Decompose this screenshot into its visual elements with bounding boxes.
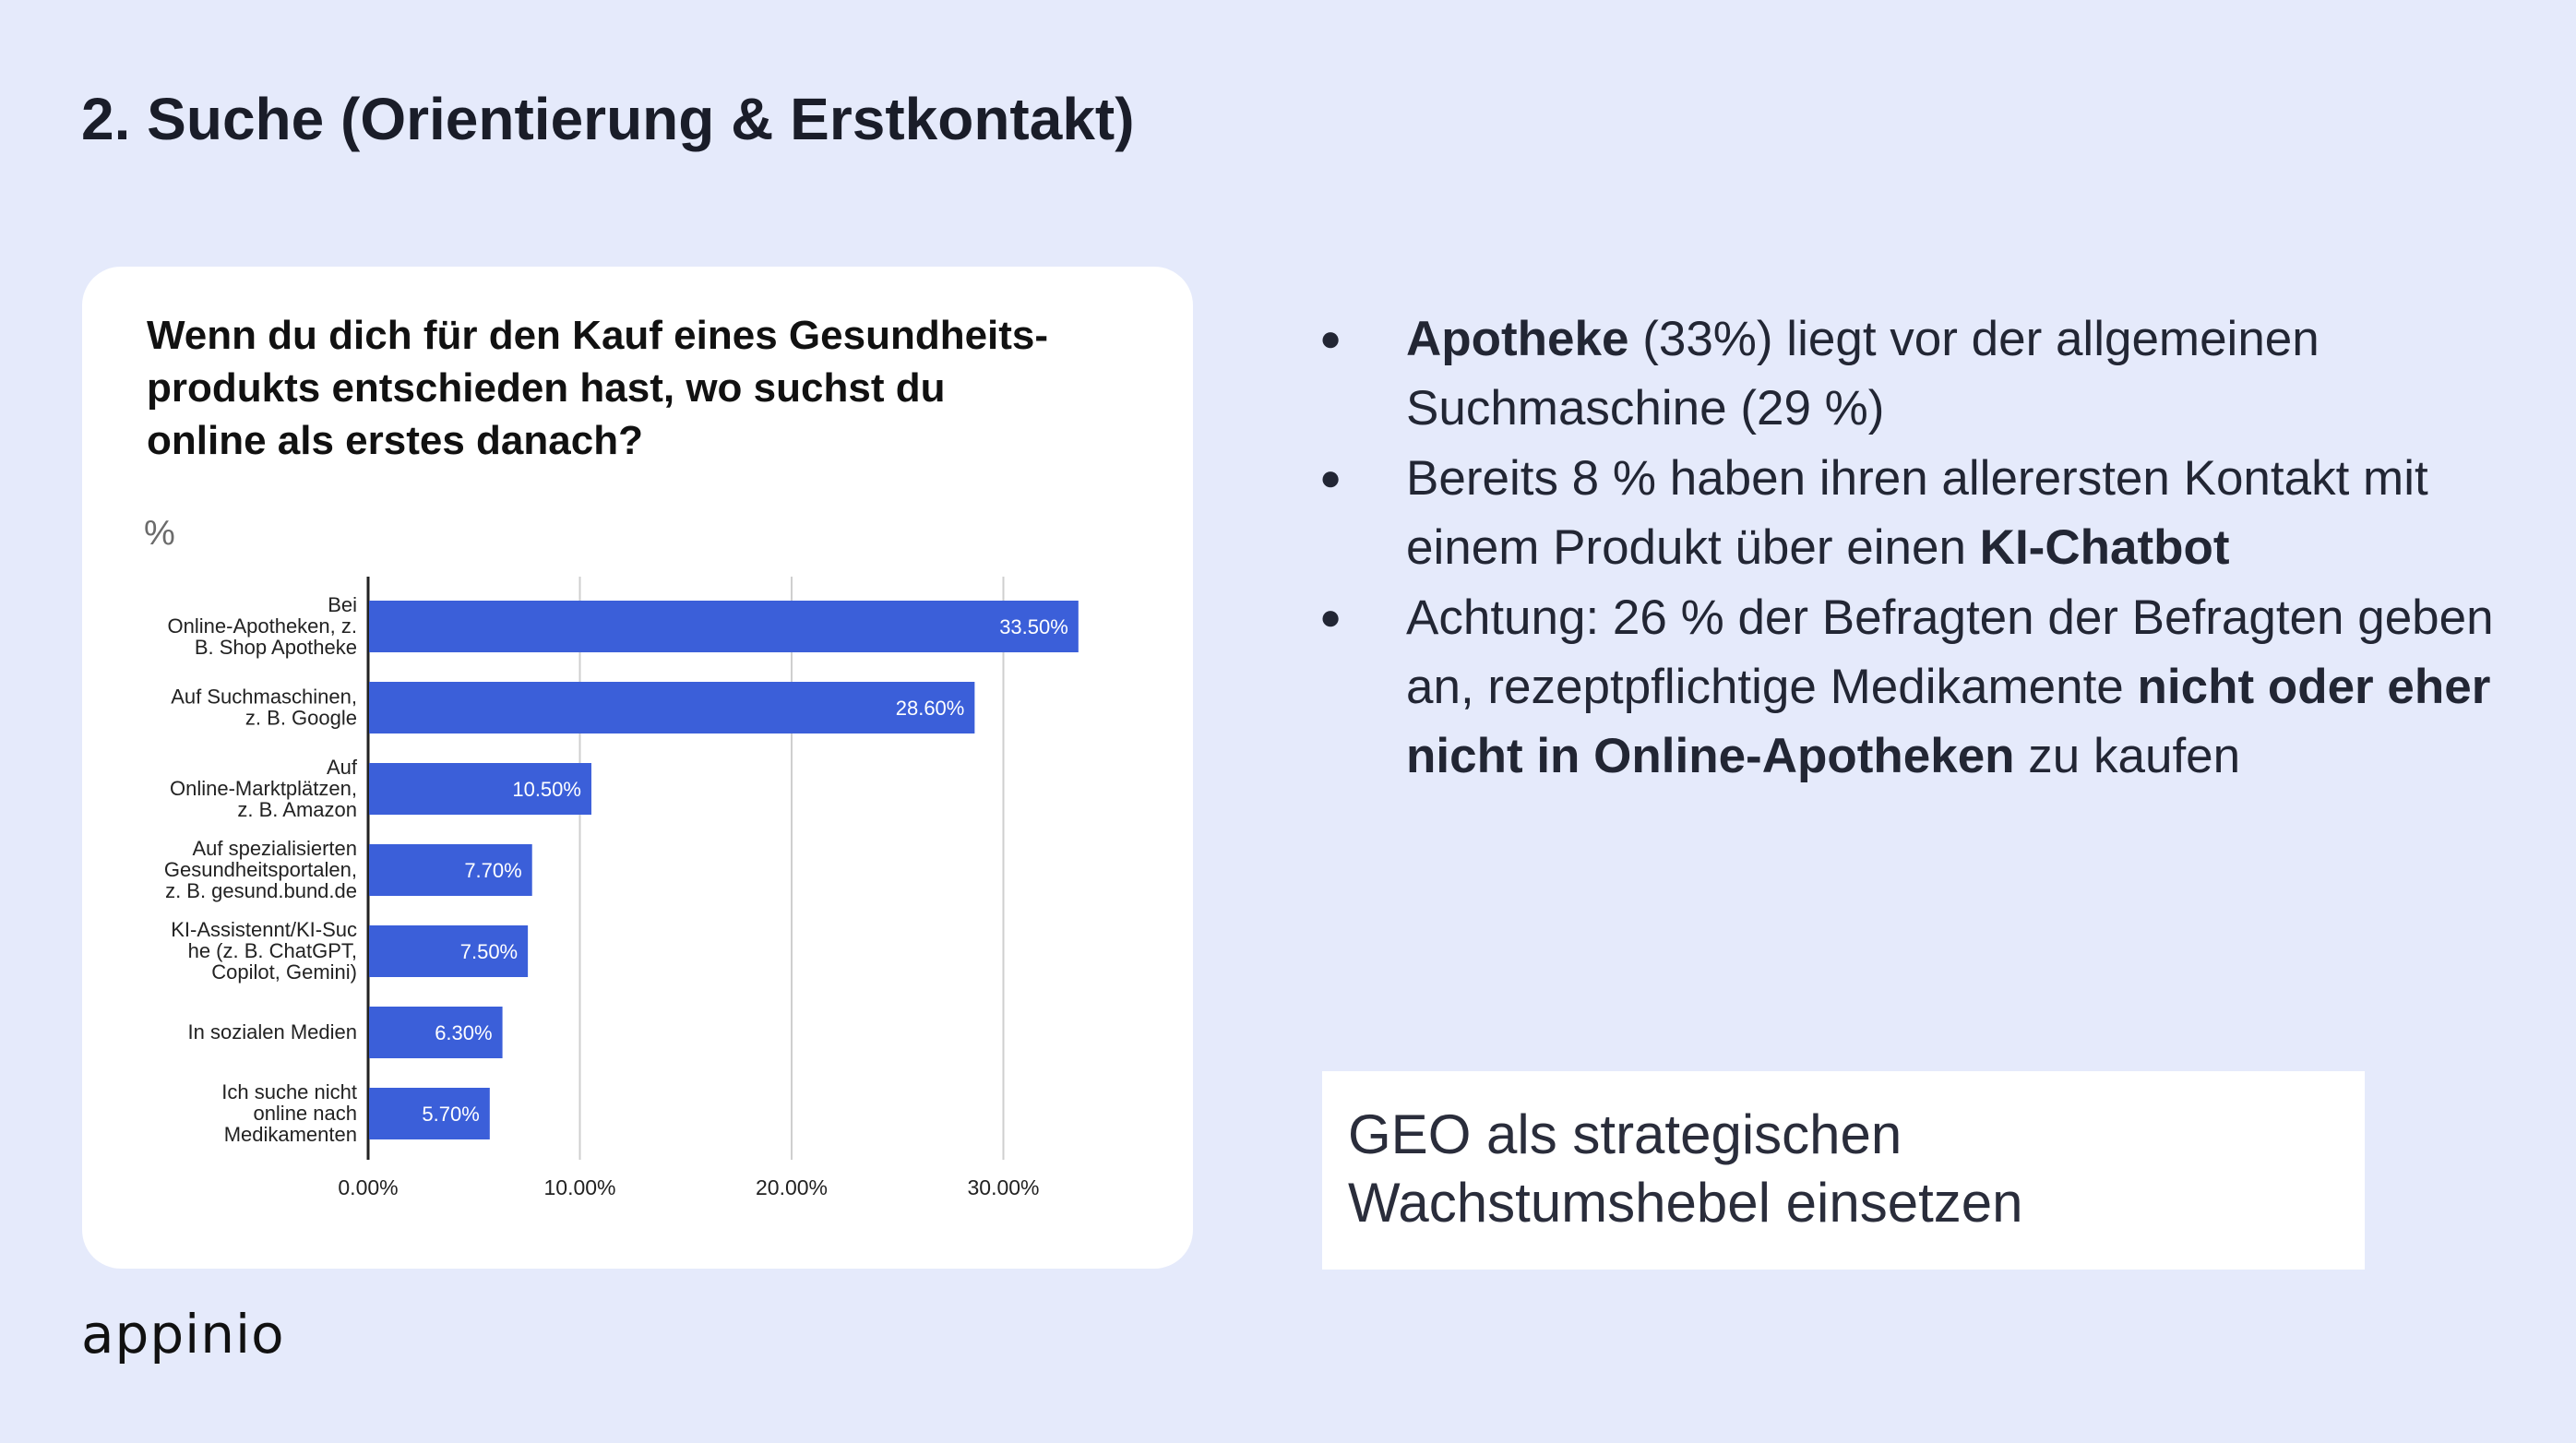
bar bbox=[369, 1088, 490, 1139]
bar bbox=[369, 763, 591, 815]
bullet-emphasis: KI-Chatbot bbox=[1979, 520, 2230, 575]
bar-chart: 33.50% Bei Online-Apotheken, z. B. Shop Apo… bbox=[164, 577, 1079, 1199]
bullet-item: ● Bereits 8 % haben ihren allerersten Kon… bbox=[1310, 444, 2510, 582]
category-label: KI-Assistennt/KI-Suc he (z. B. ChatGPT, Co… bbox=[171, 918, 357, 984]
x-tick-label: 20.00% bbox=[756, 1175, 828, 1199]
cta-box: GEO als strategischen Wachstumshebel ein… bbox=[1322, 1071, 2365, 1270]
category-label: Auf Online-Marktplätzen, z. B. Amazon bbox=[170, 756, 358, 821]
category-label: Bei Online-Apotheken, z. B. Shop Apotheke bbox=[168, 593, 357, 659]
survey-question: Wenn du dich für den Kauf eines Gesundhe… bbox=[147, 313, 1049, 463]
bullet-emphasis: Apotheke bbox=[1406, 312, 1629, 366]
bar bbox=[369, 844, 532, 896]
x-tick-label: 10.00% bbox=[543, 1175, 615, 1199]
bullet-emphasis: nicht oder eher nicht in Online-Apotheke… bbox=[1406, 660, 2491, 783]
bullet-item: ● Achtung: 26 % der Befragten der Befragt… bbox=[1310, 583, 2510, 791]
category-label: In sozialen Medien bbox=[188, 1020, 357, 1043]
bullet-text: Bereits 8 % haben ihren allerersten Kont… bbox=[1406, 451, 2428, 575]
x-tick-label: 0.00% bbox=[338, 1175, 398, 1199]
bullet-text: Achtung: 26 % der Befragten der Befragte… bbox=[1406, 590, 2494, 714]
bullet-dot-icon: ● bbox=[1319, 597, 1342, 638]
x-tick-label: 30.00% bbox=[967, 1175, 1039, 1199]
bar-data-label: 33.50% bbox=[999, 615, 1068, 638]
bullet-text: zu kaufen bbox=[2014, 729, 2241, 783]
bar-data-label: 5.70% bbox=[422, 1103, 479, 1126]
bullet-dot-icon: ● bbox=[1319, 318, 1342, 359]
bullet-dot-icon: ● bbox=[1319, 458, 1342, 498]
bullet-item: ● Apotheke (33%) liegt vor der allgemeine… bbox=[1310, 304, 2510, 443]
bar-data-label: 10.50% bbox=[512, 778, 581, 801]
chart-card: Wenn du dich für den Kauf eines Gesundhe… bbox=[82, 267, 1193, 1269]
bar-data-label: 7.70% bbox=[464, 859, 521, 882]
bullet-text: (33%) liegt vor der allgemeinen Suchmasc… bbox=[1406, 312, 2320, 435]
bar bbox=[369, 682, 975, 733]
bar-data-label: 6.30% bbox=[435, 1021, 492, 1044]
bar bbox=[369, 1007, 503, 1058]
unit-label: % bbox=[144, 514, 175, 553]
appinio-logo: appinio bbox=[81, 1303, 285, 1365]
category-label: Auf Suchmaschinen, z. B. Google bbox=[171, 686, 357, 730]
category-label: Auf spezialisierten Gesundheitsportalen, z… bbox=[164, 837, 357, 902]
bar bbox=[369, 601, 1079, 652]
slide-title: 2. Suche (Orientierung & Erstkontakt) bbox=[81, 86, 1135, 152]
bar-data-label: 28.60% bbox=[896, 697, 965, 720]
cta-text: GEO als strategischen Wachstumshebel ein… bbox=[1348, 1103, 2023, 1234]
key-findings-list: ● Apotheke (33%) liegt vor der allgemeine… bbox=[1310, 304, 2510, 792]
bar bbox=[369, 925, 529, 977]
bar-data-label: 7.50% bbox=[460, 940, 518, 963]
category-label: Ich suche nicht online nach Medikamenten bbox=[221, 1080, 357, 1146]
